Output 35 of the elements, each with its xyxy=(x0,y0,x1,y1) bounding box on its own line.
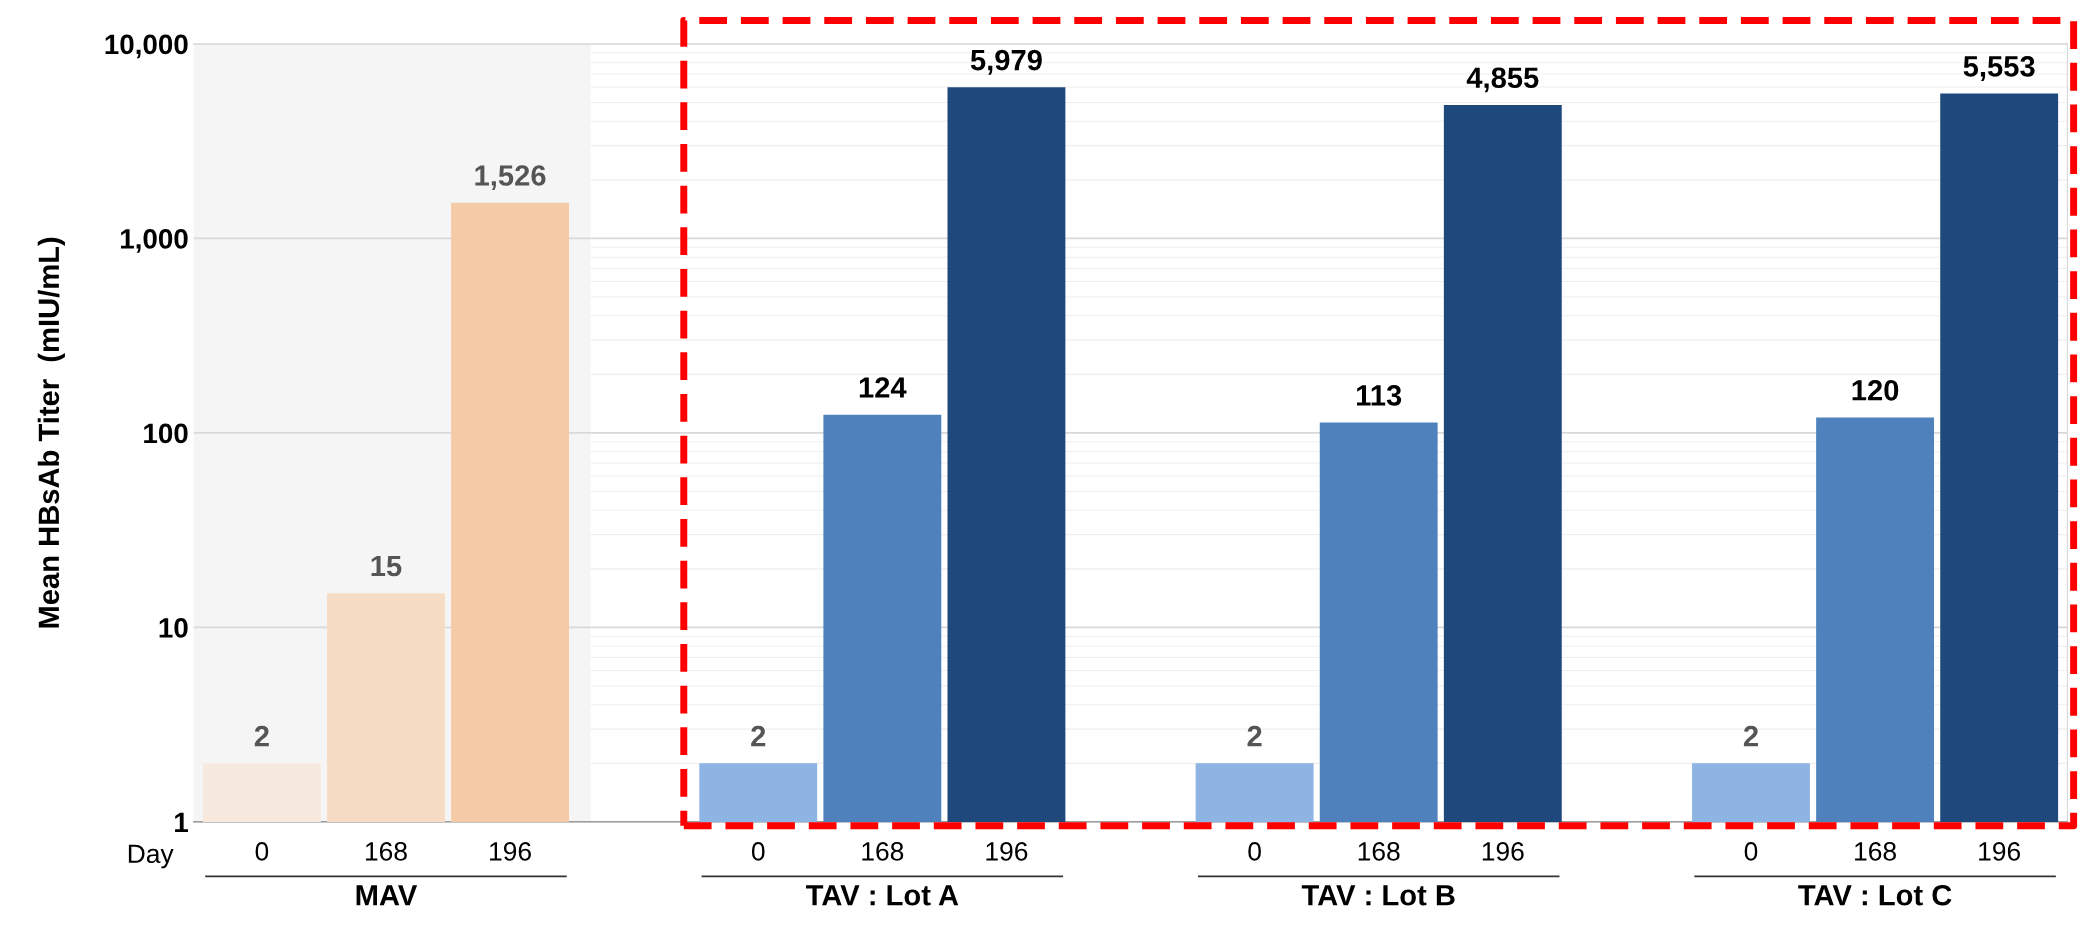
x-tick-label: 0 xyxy=(1744,842,1758,861)
data-label: 124 xyxy=(859,377,907,398)
data-label: 1,526 xyxy=(475,165,546,191)
x-tick-label: 168 xyxy=(1358,842,1400,861)
text: MAV xyxy=(356,885,418,906)
data-label: 120 xyxy=(1852,379,1899,401)
text: Day xyxy=(128,844,174,869)
data-label: 113 xyxy=(1357,385,1402,406)
text: TAV : Lot C xyxy=(1798,884,1952,906)
x-tick-label: 168 xyxy=(1855,842,1896,861)
data-label: 15 xyxy=(371,555,402,577)
y-tick-label: 1,000 xyxy=(121,229,188,253)
x-tick-label: 0 xyxy=(1248,842,1261,861)
x-tick-label: 196 xyxy=(986,842,1028,861)
x-tick-label: 196 xyxy=(1979,842,2021,861)
y-axis-title: Mean HBsAb Titer (mIU/mL) xyxy=(37,237,65,628)
x-tick-label: 0 xyxy=(751,842,765,861)
y-tick-label: 10,000 xyxy=(105,34,188,59)
data-label: 2 xyxy=(751,725,766,747)
x-tick-label: 196 xyxy=(490,842,531,861)
x-tick-label: 0 xyxy=(255,842,269,861)
data-label: 2 xyxy=(254,725,269,747)
data-label: 2 xyxy=(1247,725,1262,747)
text: TAV : Lot B xyxy=(1301,885,1455,906)
data-label: 4,855 xyxy=(1466,67,1539,93)
x-tick-label: 168 xyxy=(862,842,904,861)
x-tick-label: 168 xyxy=(365,842,407,861)
data-label: 5,979 xyxy=(970,49,1042,75)
y-tick-label: 10 xyxy=(159,618,188,638)
data-label: 2 xyxy=(1743,725,1758,747)
x-tick-label: 196 xyxy=(1482,842,1524,861)
y-tick-label: 100 xyxy=(144,423,188,444)
text: TAV : Lot A xyxy=(805,885,959,906)
data-label: 5,553 xyxy=(1963,56,2035,81)
y-tick-label: 1 xyxy=(175,812,188,832)
